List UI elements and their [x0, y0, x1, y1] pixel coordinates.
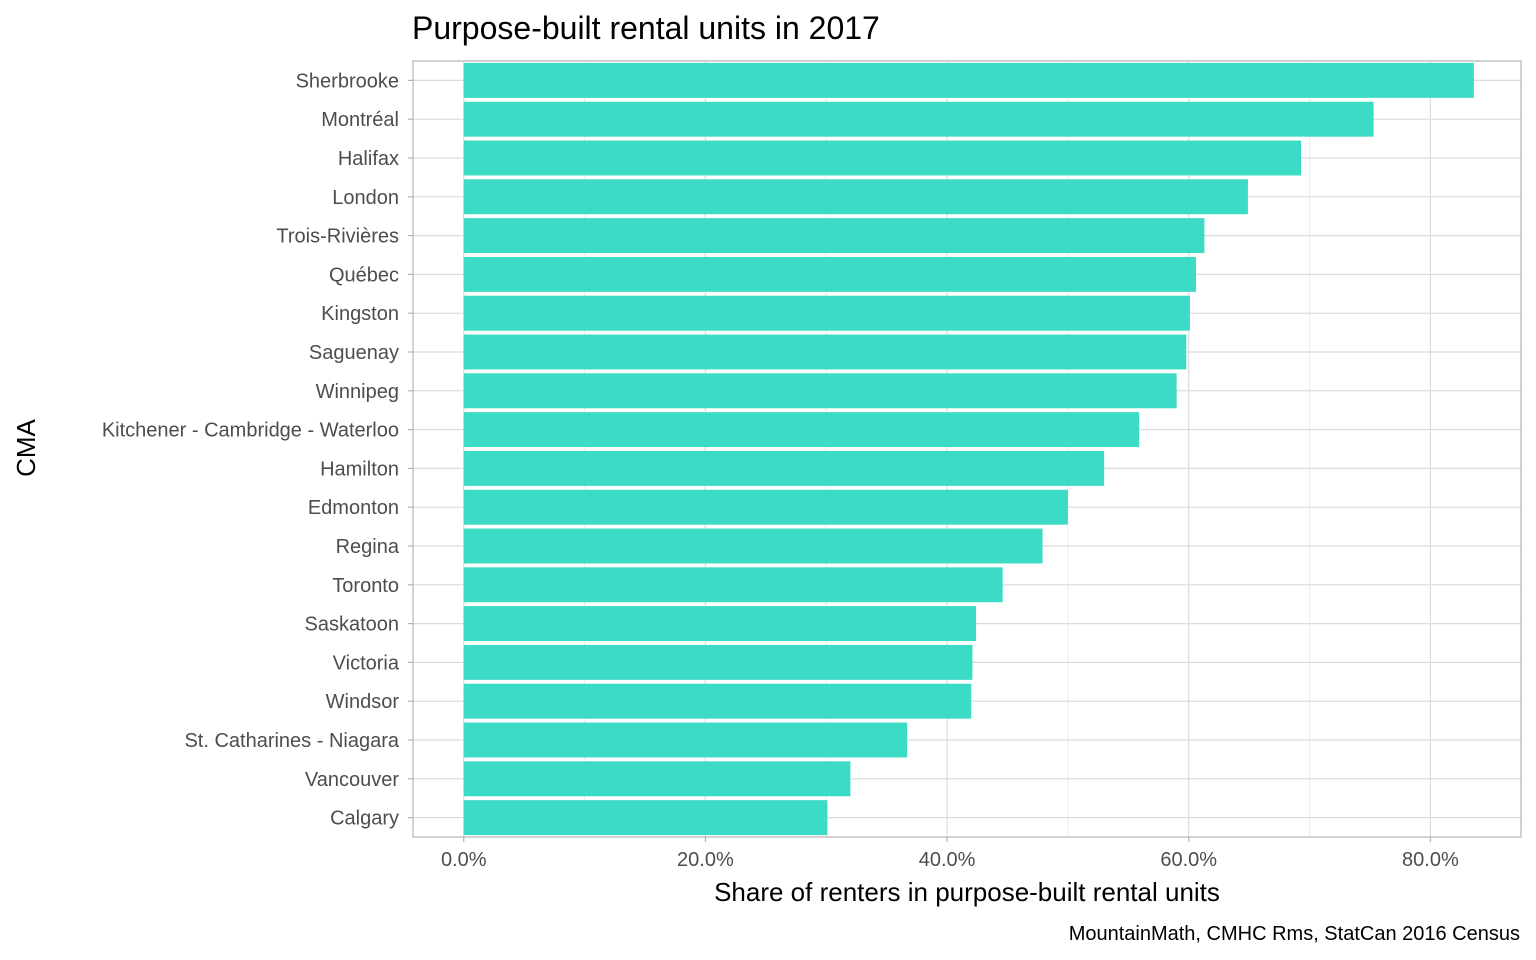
y-tick-label: Calgary — [330, 808, 399, 830]
y-tick-label: Trois-Rivières — [276, 226, 399, 248]
y-axis-title: CMA — [11, 418, 41, 476]
y-tick-label: Montréal — [321, 109, 399, 131]
bar — [463, 567, 1003, 603]
chart-caption: MountainMath, CMHC Rms, StatCan 2016 Cen… — [1069, 923, 1520, 945]
y-tick-label: Kitchener - Cambridge - Waterloo — [102, 420, 399, 442]
bar — [463, 218, 1205, 254]
y-axis: Sherbrooke Montréal Halifax London Trois-Riv… — [102, 70, 413, 830]
x-tick-label: 0.0% — [441, 849, 487, 871]
bar — [463, 256, 1196, 292]
bar — [463, 295, 1190, 331]
x-tick-label: 40.0% — [919, 849, 976, 871]
bar — [463, 528, 1043, 564]
y-tick-label: Sherbrooke — [296, 70, 399, 92]
y-tick-label: Saguenay — [309, 342, 399, 364]
x-axis: 0.0% 20.0% 40.0% 60.0% 80.0% — [441, 837, 1459, 871]
x-axis-title: Share of renters in purpose-built rental… — [714, 877, 1220, 907]
bar — [463, 450, 1105, 486]
bar — [463, 722, 908, 758]
bar — [463, 179, 1248, 215]
bars — [463, 62, 1474, 836]
y-tick-label: Kingston — [321, 303, 399, 325]
y-tick-label: Vancouver — [305, 769, 399, 791]
bar — [463, 606, 977, 642]
y-tick-label: London — [332, 187, 399, 209]
x-tick-label: 60.0% — [1160, 849, 1217, 871]
grid — [413, 61, 1521, 837]
bar — [463, 489, 1068, 525]
bar — [463, 334, 1187, 370]
plot-panel-border — [412, 60, 1522, 838]
y-tick-label: Windsor — [326, 691, 400, 713]
y-tick-label: Hamilton — [320, 458, 399, 480]
y-tick-label: Halifax — [338, 148, 399, 170]
y-tick-label: Saskatoon — [304, 614, 399, 636]
bar — [463, 412, 1140, 448]
bar — [463, 373, 1177, 409]
bar — [463, 62, 1474, 98]
y-tick-label: Winnipeg — [316, 381, 399, 403]
bar — [463, 644, 973, 680]
bar — [463, 101, 1374, 137]
y-tick-label: Toronto — [332, 575, 399, 597]
chart-title: Purpose-built rental units in 2017 — [412, 10, 880, 46]
x-tick-label: 80.0% — [1402, 849, 1459, 871]
bar — [463, 683, 972, 719]
bar — [463, 761, 851, 797]
bar — [463, 140, 1302, 176]
y-tick-label: Québec — [329, 264, 399, 286]
bar — [463, 800, 828, 836]
y-tick-label: St. Catharines - Niagara — [184, 730, 399, 752]
y-tick-label: Edmonton — [308, 497, 399, 519]
y-tick-label: Regina — [336, 536, 400, 558]
x-tick-label: 20.0% — [677, 849, 734, 871]
y-tick-label: Victoria — [333, 652, 400, 674]
